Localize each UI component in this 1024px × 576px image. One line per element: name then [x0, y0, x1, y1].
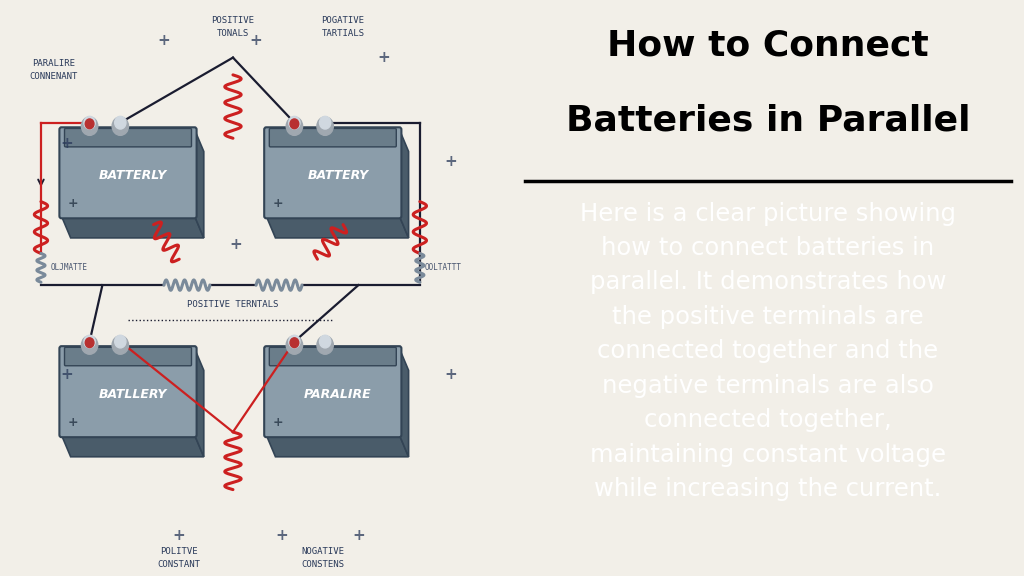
Circle shape — [290, 338, 299, 347]
Polygon shape — [266, 216, 409, 238]
Text: +: + — [444, 154, 457, 169]
Text: +: + — [229, 237, 242, 252]
Circle shape — [82, 336, 98, 354]
Polygon shape — [61, 435, 204, 457]
Text: Here is a clear picture showing
how to connect batteries in
parallel. It demonst: Here is a clear picture showing how to c… — [580, 202, 956, 501]
FancyBboxPatch shape — [264, 346, 401, 437]
Circle shape — [84, 116, 95, 129]
Text: BATTERY: BATTERY — [307, 169, 369, 182]
Text: BATTERLY: BATTERLY — [99, 169, 167, 182]
Circle shape — [319, 335, 331, 348]
FancyBboxPatch shape — [264, 127, 401, 218]
FancyBboxPatch shape — [65, 347, 191, 366]
Text: How to Connect: How to Connect — [607, 29, 929, 63]
Text: PARALIRE: PARALIRE — [33, 59, 75, 68]
Circle shape — [289, 116, 300, 129]
Text: POGATIVE: POGATIVE — [322, 16, 365, 25]
Text: CONSTANT: CONSTANT — [158, 560, 201, 569]
Text: +: + — [378, 50, 390, 65]
Text: +: + — [173, 528, 185, 543]
Circle shape — [85, 338, 94, 347]
Text: +: + — [250, 33, 262, 48]
Text: +: + — [60, 137, 73, 151]
Text: POSITIVE TERNTALS: POSITIVE TERNTALS — [187, 300, 279, 309]
Text: CONSTENS: CONSTENS — [301, 560, 344, 569]
FancyBboxPatch shape — [269, 128, 396, 147]
Circle shape — [85, 119, 94, 129]
Circle shape — [319, 116, 331, 129]
Circle shape — [115, 116, 126, 129]
Text: BATLLERY: BATLLERY — [99, 388, 167, 401]
Circle shape — [287, 336, 303, 354]
Text: +: + — [272, 197, 283, 210]
Text: PARALIRE: PARALIRE — [304, 388, 372, 401]
Polygon shape — [195, 130, 204, 238]
Text: +: + — [60, 367, 73, 382]
Text: +: + — [68, 416, 78, 429]
Text: +: + — [158, 33, 170, 48]
Text: NOGATIVE: NOGATIVE — [301, 547, 344, 556]
Text: +: + — [444, 367, 457, 382]
FancyBboxPatch shape — [65, 128, 191, 147]
Circle shape — [115, 335, 126, 348]
Circle shape — [290, 119, 299, 129]
Text: POSITIVE: POSITIVE — [212, 16, 254, 25]
FancyBboxPatch shape — [59, 127, 197, 218]
Text: +: + — [272, 416, 283, 429]
Circle shape — [289, 335, 300, 348]
Circle shape — [287, 117, 303, 135]
Polygon shape — [195, 348, 204, 457]
Polygon shape — [399, 130, 409, 238]
Circle shape — [82, 117, 98, 135]
Circle shape — [112, 117, 129, 135]
Polygon shape — [266, 435, 409, 457]
FancyBboxPatch shape — [269, 347, 396, 366]
Text: Batteries in Parallel: Batteries in Parallel — [565, 104, 971, 138]
Text: +: + — [275, 528, 288, 543]
Text: TONALS: TONALS — [217, 29, 249, 38]
Circle shape — [317, 336, 334, 354]
Circle shape — [112, 336, 129, 354]
Polygon shape — [61, 216, 204, 238]
Text: +: + — [352, 528, 365, 543]
Circle shape — [84, 335, 95, 348]
Text: +: + — [68, 197, 78, 210]
Text: OLJMATTE: OLJMATTE — [50, 263, 88, 272]
FancyBboxPatch shape — [59, 346, 197, 437]
Text: POLITVE: POLITVE — [161, 547, 198, 556]
Text: TARTIALS: TARTIALS — [322, 29, 365, 38]
Circle shape — [317, 117, 334, 135]
Polygon shape — [399, 348, 409, 457]
Text: OOLTATTT: OOLTATTT — [424, 263, 462, 272]
Text: CONNENANT: CONNENANT — [30, 72, 78, 81]
